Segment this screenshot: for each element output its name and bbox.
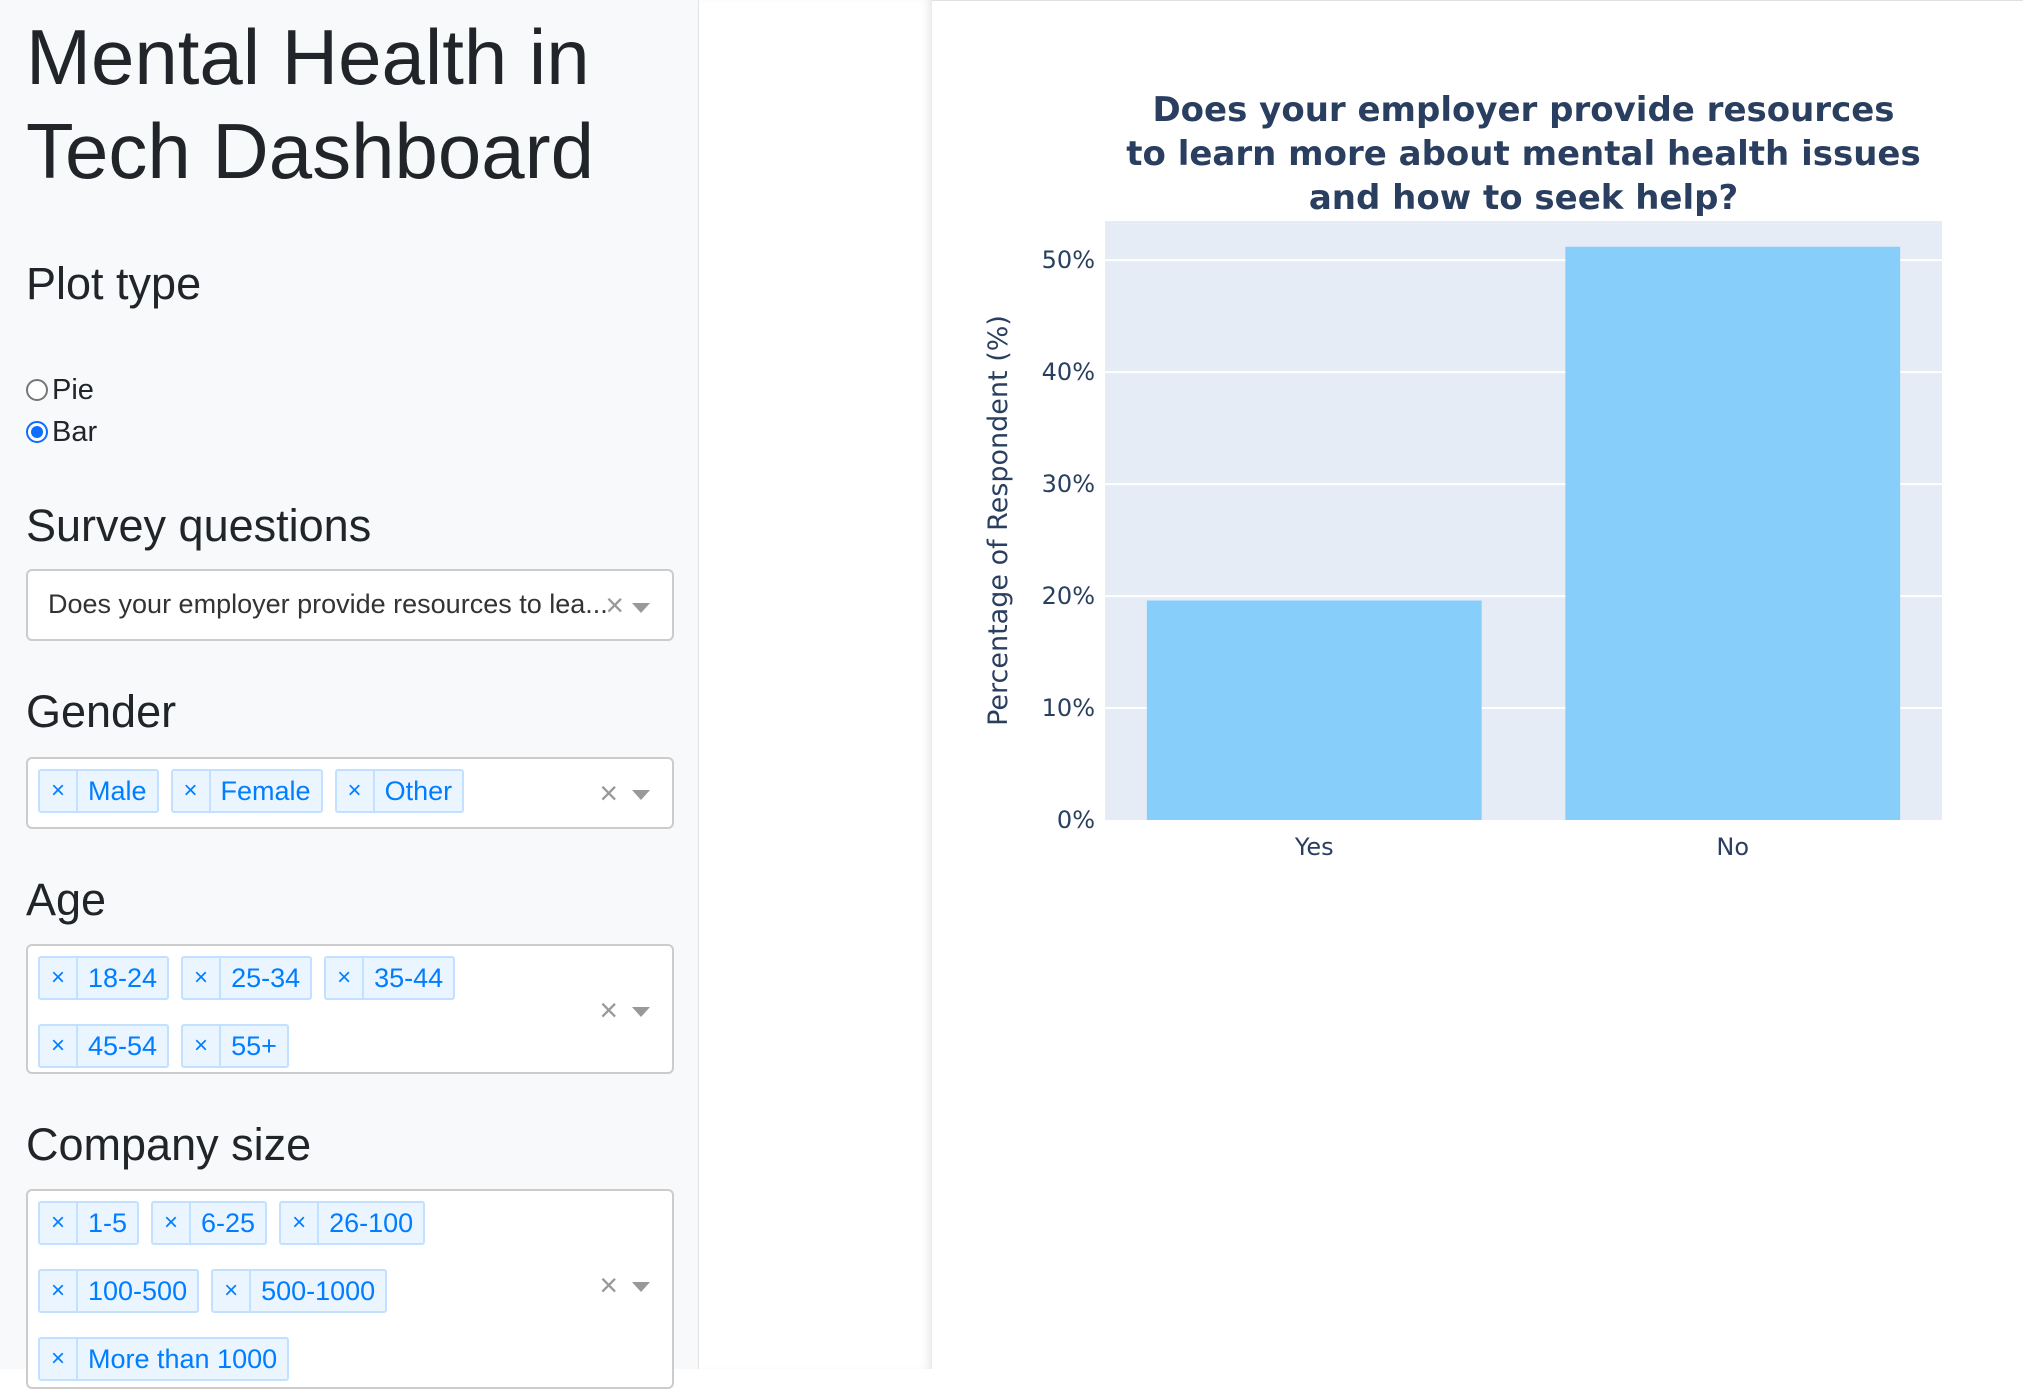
caret-down-icon[interactable]: [632, 790, 650, 800]
control-panel: Mental Health in Tech Dashboard Plot typ…: [0, 0, 699, 1389]
chip-company-size: × More than 1000: [38, 1337, 290, 1381]
age-multiselect[interactable]: × 18-24 × 25-34 × 35-44 × 45-54 × 55+ ×: [26, 944, 674, 1074]
close-icon[interactable]: ×: [153, 1203, 192, 1243]
chip-label: 18-24: [88, 963, 158, 993]
caret-down-icon[interactable]: [632, 603, 650, 613]
bar-chart[interactable]: 0% 10% 20% 30% 40% 50% Yes No Does your employ…: [932, 1, 2023, 1370]
close-icon[interactable]: ×: [40, 771, 78, 811]
radio-pie-label: Pie: [52, 373, 94, 406]
caret-down-icon[interactable]: [632, 1007, 650, 1017]
chip-label: 25-34: [231, 963, 301, 993]
chip-age: × 18-24: [38, 956, 170, 1000]
close-icon[interactable]: ×: [281, 1203, 320, 1243]
chip-company-size: × 500-1000: [211, 1269, 388, 1313]
chip-company-size: × 1-5: [38, 1201, 140, 1245]
company-size-label: Company size: [26, 1119, 312, 1170]
x-tick-label: Yes: [1294, 833, 1334, 861]
chip-label: 55+: [231, 1031, 277, 1061]
chip-label: 45-54: [88, 1031, 158, 1061]
chip-age: × 55+: [181, 1024, 289, 1068]
survey-questions-label: Survey questions: [26, 500, 372, 551]
y-tick-label: 0%: [1057, 806, 1095, 834]
close-icon[interactable]: ×: [40, 958, 78, 998]
radio-pie-circle[interactable]: [26, 379, 48, 401]
chip-label: 500-1000: [261, 1276, 376, 1306]
company-size-chips: × 1-5 × 6-25 × 26-100 × 100-500 × 500-10…: [38, 1201, 598, 1381]
bars: [1146, 246, 1901, 820]
age-label: Age: [26, 874, 107, 925]
gender-chips: × Male × Female × Other: [38, 769, 598, 813]
gender-multiselect[interactable]: × Male × Female × Other ×: [26, 757, 674, 829]
x-tick-label: No: [1716, 833, 1749, 861]
chart-title-line: to learn more about mental health issues: [1126, 134, 1920, 174]
chart-title-line: Does your employer provide resources: [1152, 90, 1894, 130]
chip-label: 1-5: [88, 1208, 128, 1238]
chip-age: × 25-34: [181, 956, 313, 1000]
radio-bar[interactable]: Bar: [26, 415, 97, 449]
close-icon[interactable]: ×: [213, 1271, 252, 1311]
chip-age: × 35-44: [324, 956, 456, 1000]
y-tick-label: 30%: [1042, 470, 1095, 498]
survey-question-dropdown[interactable]: Does your employer provide resources to …: [26, 569, 674, 641]
y-tick-label: 50%: [1042, 246, 1095, 274]
close-icon[interactable]: ×: [183, 958, 222, 998]
y-axis-title: Percentage of Respondent (%): [983, 315, 1014, 726]
chip-label: More than 1000: [88, 1344, 278, 1374]
y-tick-label: 20%: [1042, 582, 1095, 610]
chip-gender-male: × Male: [38, 769, 159, 813]
y-tick-label: 40%: [1042, 358, 1095, 386]
close-icon[interactable]: ×: [337, 771, 375, 811]
close-icon[interactable]: ×: [326, 958, 365, 998]
clear-icon[interactable]: ×: [599, 775, 618, 811]
clear-icon[interactable]: ×: [599, 992, 618, 1028]
bar-yes[interactable]: [1146, 600, 1482, 820]
close-icon[interactable]: ×: [40, 1339, 78, 1379]
chip-company-size: × 26-100: [279, 1201, 426, 1245]
age-chips: × 18-24 × 25-34 × 35-44 × 45-54 × 55+: [38, 956, 598, 1068]
clear-icon[interactable]: ×: [605, 587, 624, 623]
radio-bar-circle[interactable]: [26, 421, 48, 443]
gender-label: Gender: [26, 686, 177, 737]
plot-type-label: Plot type: [26, 258, 202, 309]
chip-label: 6-25: [201, 1208, 256, 1238]
chip-label: 26-100: [329, 1208, 414, 1238]
chip-label: 35-44: [374, 963, 444, 993]
clear-icon[interactable]: ×: [599, 1267, 618, 1303]
bar-no[interactable]: [1565, 246, 1901, 820]
chip-label: Other: [384, 776, 453, 806]
y-axis-ticks: 0% 10% 20% 30% 40% 50%: [1042, 246, 1095, 834]
chip-company-size: × 6-25: [151, 1201, 268, 1245]
close-icon[interactable]: ×: [173, 771, 211, 811]
x-axis-ticks: Yes No: [1294, 833, 1749, 861]
caret-down-icon[interactable]: [632, 1282, 650, 1292]
page-title: Mental Health in Tech Dashboard: [26, 13, 595, 195]
chart-title-line: and how to seek help?: [1309, 178, 1738, 218]
chip-gender-other: × Other: [334, 769, 465, 813]
y-tick-label: 10%: [1042, 694, 1095, 722]
chip-label: 100-500: [88, 1276, 188, 1306]
close-icon[interactable]: ×: [40, 1026, 78, 1066]
chip-company-size: × 100-500: [38, 1269, 200, 1313]
chip-gender-female: × Female: [170, 769, 323, 813]
radio-bar-label: Bar: [52, 415, 98, 448]
close-icon[interactable]: ×: [40, 1203, 78, 1243]
chart-panel: 0% 10% 20% 30% 40% 50% Yes No Does your employ…: [932, 0, 2023, 1369]
radio-pie[interactable]: Pie: [26, 373, 94, 407]
close-icon[interactable]: ×: [40, 1271, 78, 1311]
company-size-multiselect[interactable]: × 1-5 × 6-25 × 26-100 × 100-500 × 500-10…: [26, 1189, 674, 1389]
chip-age: × 45-54: [38, 1024, 170, 1068]
panel-gutter: [699, 0, 932, 1369]
close-icon[interactable]: ×: [183, 1026, 222, 1066]
chip-label: Female: [220, 776, 311, 806]
chip-label: Male: [88, 776, 147, 806]
survey-question-value: Does your employer provide resources to …: [48, 589, 608, 619]
